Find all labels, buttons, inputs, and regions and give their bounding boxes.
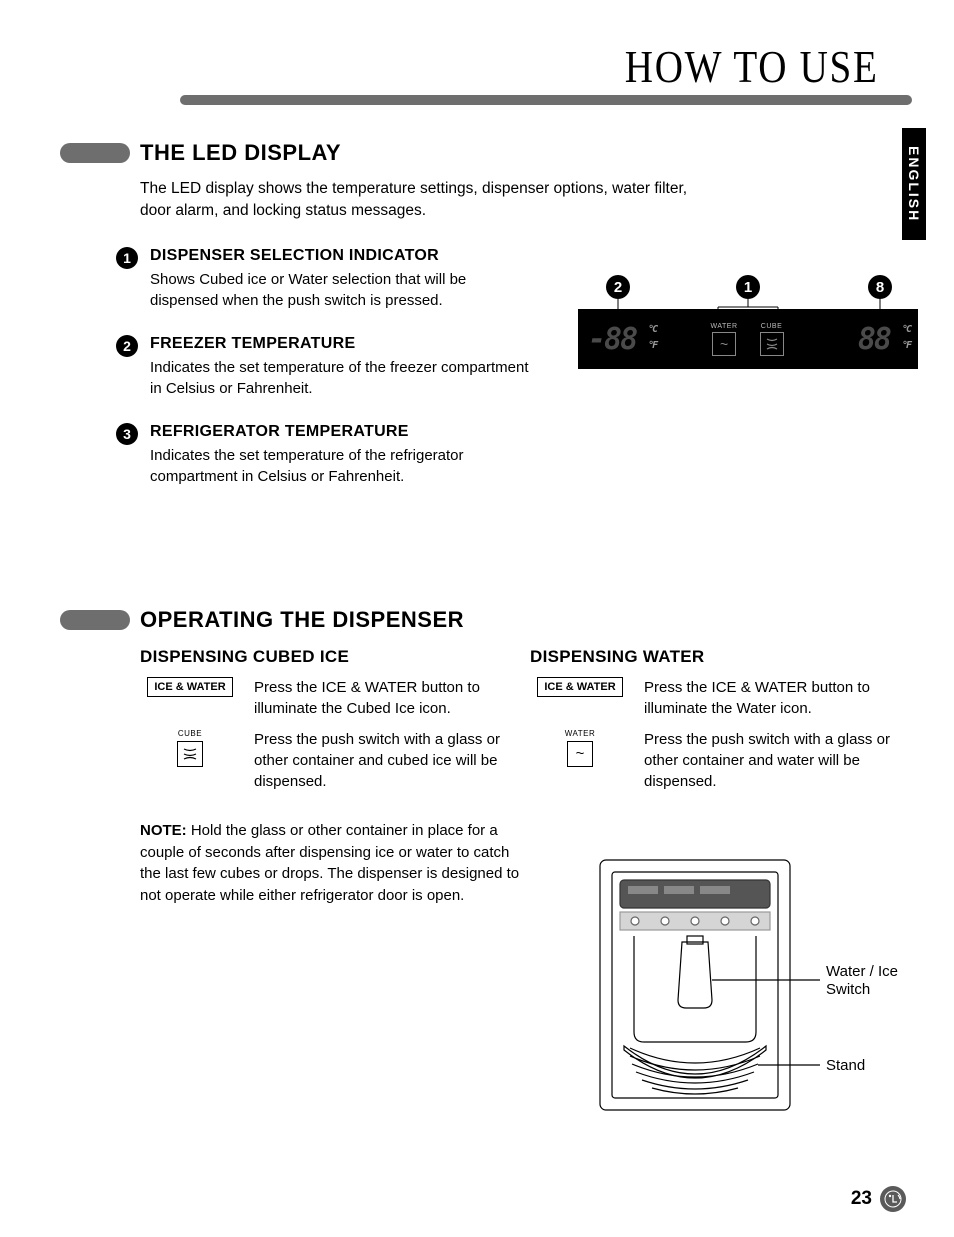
page-title: HOW TO USE [625,40,879,93]
sub-heading: DISPENSER SELECTION INDICATOR [150,247,530,265]
language-tab: ENGLISH [902,128,926,240]
led-display-box: -88 °C °F WATER ~ CUBE 88 °C °F [578,309,918,369]
section-heading-text: THE LED DISPLAY [140,140,341,166]
step-1: ICE & WATER Press the ICE & WATER button… [140,677,510,719]
callout-8-icon: 8 [868,275,892,299]
unit-c: °C [648,324,656,335]
dispenser-diagram: Water / Ice Switch Stand [590,850,930,1125]
section-heading-operating: OPERATING THE DISPENSER [60,607,900,633]
led-panel-diagram: 2 1 8 -88 °C °F WATER ~ CUBE [578,275,918,369]
unit-c: °C [902,324,910,335]
fridge-temp-display: 88 °C °F [858,322,890,357]
num-circle-icon: 3 [116,423,138,445]
page-footer: 23 [851,1186,906,1212]
sub-text: Shows Cubed ice or Water selection that … [150,269,530,311]
col-heading: DISPENSING WATER [530,647,900,667]
num-circle-icon: 2 [116,335,138,357]
step-text: Press the push switch with a glass or ot… [254,729,510,792]
sub-text: Indicates the set temperature of the fre… [150,357,530,399]
dispense-columns: DISPENSING CUBED ICE ICE & WATER Press t… [140,647,900,802]
water-label: WATER [711,323,738,330]
section-operating: OPERATING THE DISPENSER DISPENSING CUBED… [60,607,900,907]
cube-label: CUBE [178,729,202,738]
step-2: WATER ~ Press the push switch with a gla… [530,729,900,792]
water-icon: ~ [567,741,593,767]
col-cubed-ice: DISPENSING CUBED ICE ICE & WATER Press t… [140,647,510,802]
callout-1-icon: 1 [736,275,760,299]
cube-icon [760,332,784,356]
sub-heading: REFRIGERATOR TEMPERATURE [150,423,530,441]
section-heading-text: OPERATING THE DISPENSER [140,607,464,633]
unit-f: °F [648,340,656,351]
ice-water-button-icon: ICE & WATER [537,677,622,697]
section-bullet-icon [60,143,130,163]
sub-item-2: 2 FREEZER TEMPERATURE Indicates the set … [150,335,530,399]
cube-label: CUBE [761,323,782,330]
note-text: Hold the glass or other container in pla… [140,822,519,904]
unit-f: °F [902,340,910,351]
dispenser-icons: WATER ~ CUBE [711,323,784,356]
page-number: 23 [851,1188,872,1210]
sub-heading: FREEZER TEMPERATURE [150,335,530,353]
ice-water-button-icon: ICE & WATER [147,677,232,697]
step-1: ICE & WATER Press the ICE & WATER button… [530,677,900,719]
step-2: CUBE Press the push switch with a glass … [140,729,510,792]
diagram-label-stand: Stand [826,1057,865,1074]
callout-2-icon: 2 [606,275,630,299]
sub-text: Indicates the set temperature of the ref… [150,445,530,487]
section-heading-led: THE LED DISPLAY [60,140,900,166]
water-icon: ~ [712,332,736,356]
title-bar [180,95,912,105]
section-intro: The LED display shows the temperature se… [140,178,720,223]
cube-icon [177,741,203,767]
freezer-temp-display: -88 °C °F [588,322,636,357]
col-water: DISPENSING WATER ICE & WATER Press the I… [530,647,900,802]
step-text: Press the ICE & WATER button to illumina… [644,677,900,719]
diagram-label-switch: Water / Ice [826,963,898,980]
num-circle-icon: 1 [116,247,138,269]
step-text: Press the ICE & WATER button to illumina… [254,677,510,719]
col-heading: DISPENSING CUBED ICE [140,647,510,667]
step-text: Press the push switch with a glass or ot… [644,729,900,792]
note-label: NOTE: [140,822,187,839]
note: NOTE: Hold the glass or other container … [140,820,520,907]
sub-item-1: 1 DISPENSER SELECTION INDICATOR Shows Cu… [150,247,530,311]
lg-logo-icon [880,1186,906,1212]
water-label: WATER [565,729,596,738]
section-bullet-icon [60,610,130,630]
sub-item-3: 3 REFRIGERATOR TEMPERATURE Indicates the… [150,423,530,487]
svg-text:Switch: Switch [826,981,870,998]
main-content: THE LED DISPLAY The LED display shows th… [60,140,900,907]
